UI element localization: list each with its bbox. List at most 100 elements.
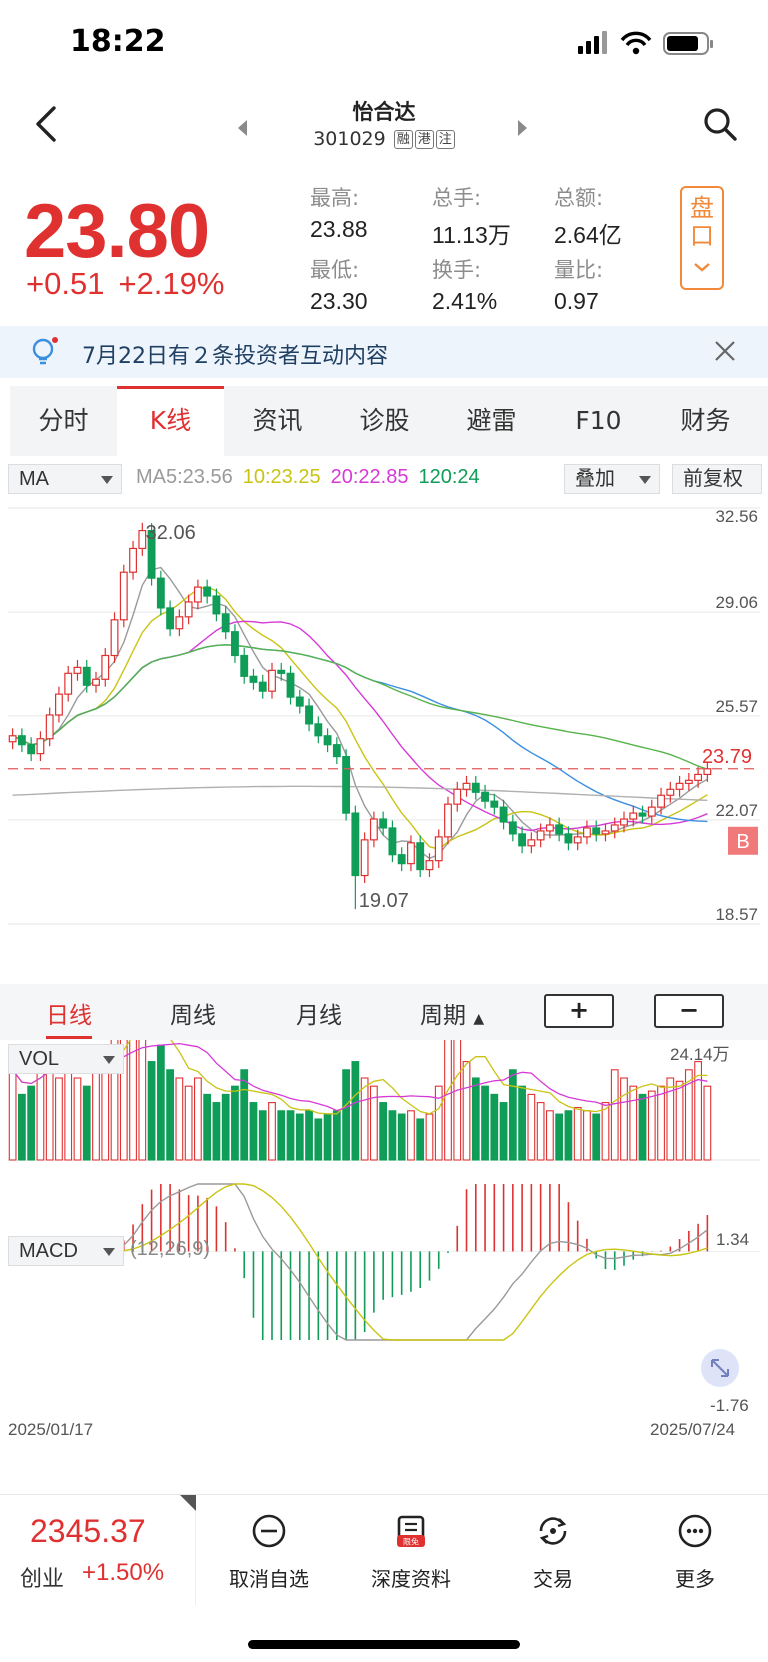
volume-bar [249,1102,258,1161]
search-icon[interactable] [700,104,740,144]
remove-watchlist-label: 取消自选 [229,1567,309,1591]
candle [684,779,693,784]
tab-risk[interactable]: 避雷 [466,406,517,435]
volume-bar [55,1077,63,1161]
candle [64,672,73,695]
vol-ma5-line [12,1021,708,1115]
back-icon[interactable] [26,102,66,146]
buy-marker [728,826,758,855]
volume-bar [388,1110,397,1161]
candle [268,669,276,692]
candle [369,818,378,841]
quote-panel: 23.80 +0.51 +2.19% 最高: 23.88 总手: 11.13万 总… [0,178,768,324]
remove-watchlist-button[interactable]: 取消自选 [198,1495,340,1605]
stat-value: 2.64亿 [554,222,622,248]
macd-dea-line [12,1183,708,1341]
stat-label: 最高: [310,186,360,210]
volume-bar [425,1113,434,1161]
macd-max-label: 1.34 [716,1230,750,1249]
tab-intraday[interactable]: 分时 [38,406,89,435]
current-price: 23.80 [24,189,210,274]
notice-bar[interactable]: 7月22日有２条投资者互动内容 [0,326,768,378]
corner-triangle-icon [180,1495,196,1511]
prev-stock-arrow-icon[interactable] [238,120,247,136]
volume-chart [8,995,760,1161]
stat-value: 11.13万 [432,222,511,248]
more-button[interactable]: 更多 [624,1495,766,1605]
volume-bar [156,1044,165,1161]
candle [518,833,527,847]
volume-bar [610,1069,619,1161]
trade-button[interactable]: 交易 [482,1495,624,1605]
volume-bar [536,1102,545,1161]
candle [55,693,63,716]
stat-turnover: 换手: 2.41% [432,254,552,315]
volume-bar [564,1110,573,1161]
candle [527,839,536,847]
vol-ma10-line [12,1042,708,1112]
candle [101,654,110,680]
period-row: 日线 周线 月线 周期 ▲ + − [0,984,768,1040]
pankou-button[interactable]: 盘口 [680,186,724,290]
tab-kline[interactable]: K线 [117,386,224,456]
candle [332,744,341,758]
zoom-out-button[interactable]: − [654,994,724,1028]
candle [295,696,304,707]
volume-bar [583,1110,591,1161]
period-monthly[interactable]: 月线 [296,1003,342,1029]
stat-value: 0.97 [554,288,599,314]
volume-bar [379,1102,388,1161]
period-daily[interactable]: 日线 [46,996,92,1039]
low-price-label: 19.07 [359,890,409,912]
vol-selector[interactable]: VOL [8,1044,124,1074]
tab-finance[interactable]: 财务 [680,406,731,435]
tab-news[interactable]: 资讯 [252,406,303,435]
close-icon[interactable] [712,338,738,364]
candle [36,738,45,755]
volume-bar [666,1077,675,1161]
candle [564,833,573,844]
ma-selector[interactable]: MA [8,464,122,494]
volume-bar [675,1080,684,1161]
overlay-selector[interactable]: 叠加 [564,464,660,494]
trade-icon [539,1517,567,1545]
kline-axis-labels: 32.56 29.06 25.57 22.07 18.57 23.79 32.06 19.07… [8,507,760,924]
candle [305,705,313,725]
candle [92,678,100,686]
stat-label: 最低: [310,258,360,282]
index-widget[interactable]: 2345.37 创业 +1.50% [0,1495,196,1605]
candle [8,735,17,743]
volume-bar [508,1069,517,1161]
volume-bar [194,1077,202,1161]
next-stock-arrow-icon[interactable] [518,120,527,136]
kline-chart-area[interactable]: 32.56 29.06 25.57 22.07 18.57 23.79 32.06 19.07… [8,500,760,1455]
tab-diagnosis[interactable]: 诊股 [359,406,410,435]
expand-icon[interactable] [700,1348,740,1388]
volume-bar [592,1113,601,1161]
period-cycle[interactable]: 周期 ▲ [420,996,484,1030]
deep-info-button[interactable]: 限免 深度资料 [340,1495,482,1605]
candle [351,812,360,877]
candle [147,529,156,579]
ma120-value: 120:24 [418,466,480,488]
zoom-in-button[interactable]: + [544,994,614,1028]
macd-selector[interactable]: MACD [8,1236,124,1266]
vol-selector-label: VOL [19,1048,60,1070]
overlay-label: 叠加 [575,468,615,490]
index-value: 2345.37 [30,1513,146,1549]
bottom-bar: 2345.37 创业 +1.50% 取消自选 限免 深度资料 交易 更多 [0,1494,768,1662]
candle [666,788,675,796]
candle [175,616,184,630]
ma120-line [12,644,708,770]
candles [8,522,712,910]
volume-bar [27,1085,36,1161]
volume-bar [101,1061,110,1161]
candle [647,806,656,817]
volume-bar [471,1077,480,1161]
tab-f10[interactable]: F10 [575,406,622,435]
adjust-selector[interactable]: 前复权 [672,464,762,494]
volume-bar [342,1069,350,1161]
period-weekly[interactable]: 周线 [170,1003,216,1029]
more-label: 更多 [675,1567,715,1591]
volume-bar [268,1102,276,1161]
